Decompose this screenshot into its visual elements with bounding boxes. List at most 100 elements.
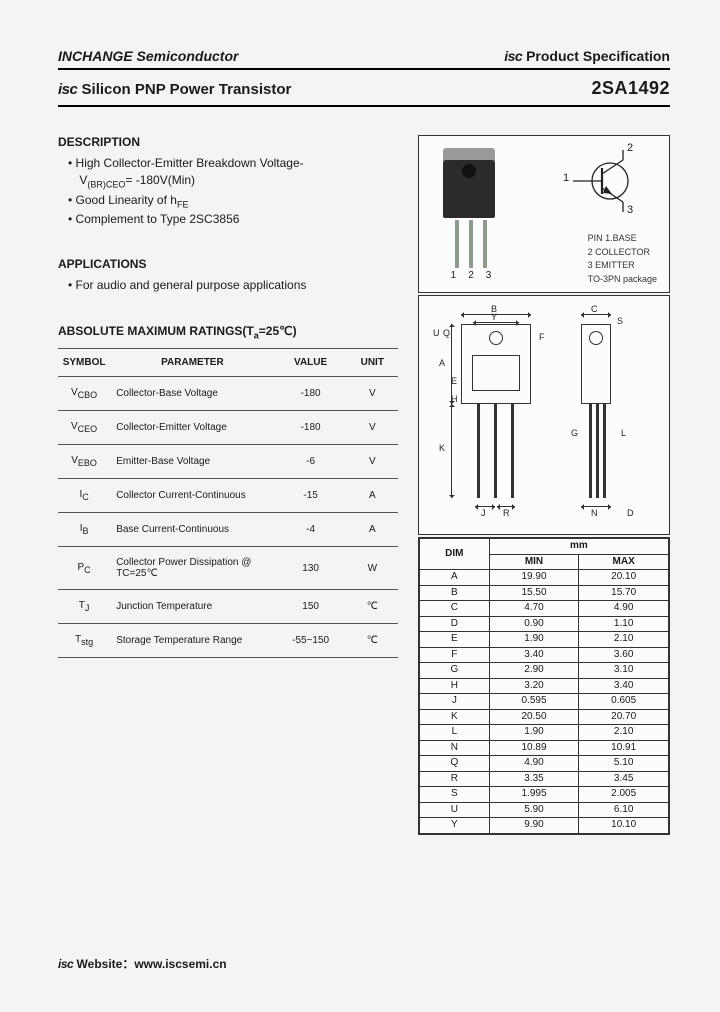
cell-dim: L: [420, 725, 490, 741]
title-row: isc Silicon PNP Power Transistor 2SA1492: [58, 78, 670, 99]
table-row: VEBOEmitter-Base Voltage-6V: [58, 445, 398, 479]
cell-unit: ℃: [347, 624, 398, 658]
package-photo: 1 2 3: [443, 148, 499, 278]
dimensions-table: DIMmm MINMAX A19.9020.10B15.5015.70C4.70…: [419, 538, 669, 834]
ratings-heading: ABSOLUTE MAXIMUM RATINGS(Ta=25℃): [58, 324, 378, 340]
cell-min: 4.70: [489, 601, 579, 617]
cell-dim: J: [420, 694, 490, 710]
cell-dim: K: [420, 709, 490, 725]
pin-num: 3: [486, 270, 492, 281]
cell-parameter: Emitter-Base Voltage: [110, 445, 274, 479]
cell-value: -55~150: [275, 624, 347, 658]
product-title: isc Silicon PNP Power Transistor: [58, 81, 291, 98]
cell-dim: E: [420, 632, 490, 648]
cell-unit: V: [347, 445, 398, 479]
cell-symbol: VCBO: [58, 377, 110, 411]
cell-symbol: PC: [58, 547, 110, 590]
applications-heading: APPLICATIONS: [58, 257, 378, 271]
cell-dim: G: [420, 663, 490, 679]
cell-max: 10.10: [579, 818, 669, 834]
pin-num: 2: [468, 270, 474, 281]
cell-parameter: Junction Temperature: [110, 590, 274, 624]
footer-url: www.iscsemi.cn: [134, 957, 226, 971]
cell-max: 2.10: [579, 725, 669, 741]
cell-unit: A: [347, 479, 398, 513]
symbol-pin-label: 2: [627, 142, 633, 154]
cell-max: 2.005: [579, 787, 669, 803]
applications-list: For audio and general purpose applicatio…: [58, 277, 378, 294]
cell-min: 9.90: [489, 818, 579, 834]
cell-min: 3.35: [489, 771, 579, 787]
col-max: MAX: [579, 554, 669, 570]
company-name: INCHANGE Semiconductor: [58, 48, 238, 64]
table-row: U5.906.10: [420, 802, 669, 818]
cell-max: 0.605: [579, 694, 669, 710]
isc-prefix: isc: [58, 957, 73, 971]
cell-dim: H: [420, 678, 490, 694]
col-parameter: PARAMETER: [110, 349, 274, 377]
cell-max: 4.90: [579, 601, 669, 617]
table-row: H3.203.40: [420, 678, 669, 694]
table-row: J0.5950.605: [420, 694, 669, 710]
table-row: N10.8910.91: [420, 740, 669, 756]
spec-text: Product Specification: [526, 48, 670, 64]
table-row: VCBOCollector-Base Voltage-180V: [58, 377, 398, 411]
cell-max: 5.10: [579, 756, 669, 772]
table-row: F3.403.60: [420, 647, 669, 663]
cell-parameter: Base Current-Continuous: [110, 513, 274, 547]
cell-value: 150: [275, 590, 347, 624]
table-row: B15.5015.70: [420, 585, 669, 601]
description-heading: DESCRIPTION: [58, 135, 378, 149]
app-item: For audio and general purpose applicatio…: [68, 277, 378, 294]
col-min: MIN: [489, 554, 579, 570]
cell-dim: C: [420, 601, 490, 617]
cell-parameter: Collector-Base Voltage: [110, 377, 274, 411]
cell-max: 3.10: [579, 663, 669, 679]
cell-parameter: Collector Power Dissipation @ TC=25℃: [110, 547, 274, 590]
spec-label: isc Product Specification: [504, 48, 670, 64]
desc-item: Complement to Type 2SC3856: [68, 211, 378, 228]
cell-min: 4.90: [489, 756, 579, 772]
pin-num: 1: [451, 270, 457, 281]
cell-dim: Y: [420, 818, 490, 834]
left-column: DESCRIPTION High Collector-Emitter Break…: [58, 135, 378, 658]
table-row: L1.902.10: [420, 725, 669, 741]
footer-label: Website：: [77, 957, 135, 971]
cell-max: 20.70: [579, 709, 669, 725]
ratings-table: SYMBOL PARAMETER VALUE UNIT VCBOCollecto…: [58, 348, 398, 658]
outline-drawing-box: B Y U Q A E H K F: [418, 295, 670, 535]
col-value: VALUE: [275, 349, 347, 377]
cell-max: 10.91: [579, 740, 669, 756]
cell-min: 3.20: [489, 678, 579, 694]
cell-value: -6: [275, 445, 347, 479]
isc-prefix: isc: [58, 81, 77, 98]
cell-min: 0.595: [489, 694, 579, 710]
symbol-pin-label: 1: [563, 172, 569, 184]
cell-value: -180: [275, 377, 347, 411]
cell-max: 3.40: [579, 678, 669, 694]
cell-symbol: TJ: [58, 590, 110, 624]
table-row: PCCollector Power Dissipation @ TC=25℃13…: [58, 547, 398, 590]
header-rule: [58, 68, 670, 70]
cell-unit: W: [347, 547, 398, 590]
table-row: VCEOCollector-Emitter Voltage-180V: [58, 411, 398, 445]
title-rule: [58, 105, 670, 107]
table-row: S1.9952.005: [420, 787, 669, 803]
cell-min: 2.90: [489, 663, 579, 679]
table-row: D0.901.10: [420, 616, 669, 632]
cell-unit: ℃: [347, 590, 398, 624]
cell-min: 1.90: [489, 632, 579, 648]
cell-symbol: VEBO: [58, 445, 110, 479]
part-number: 2SA1492: [591, 78, 670, 99]
cell-dim: B: [420, 585, 490, 601]
cell-max: 3.45: [579, 771, 669, 787]
table-header-row: SYMBOL PARAMETER VALUE UNIT: [58, 349, 398, 377]
pnp-symbol: 1 2 3: [565, 146, 655, 216]
cell-unit: V: [347, 411, 398, 445]
cell-value: 130: [275, 547, 347, 590]
cell-min: 1.995: [489, 787, 579, 803]
cell-parameter: Storage Temperature Range: [110, 624, 274, 658]
cell-max: 6.10: [579, 802, 669, 818]
col-unit: mm: [489, 539, 668, 555]
cell-dim: R: [420, 771, 490, 787]
